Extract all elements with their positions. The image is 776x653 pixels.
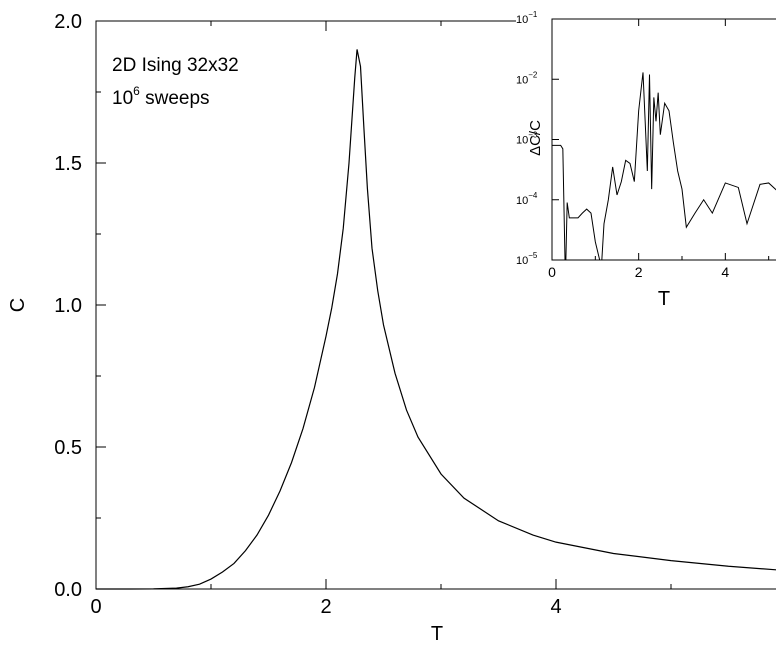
annotation-system: 2D Ising 32x32 [112,55,239,76]
main-y-tick-label: 0.0 [54,579,82,601]
inset-series-line [552,72,776,261]
annotation-sweeps: 106 sweeps [112,84,210,109]
annotation-sweeps-base: 10 [112,88,133,109]
inset-x-tick-label: 0 [548,264,556,280]
inset-y-tick-label-exponent: −2 [528,70,538,79]
inset-y-tick-label-exponent: −3 [528,131,538,140]
main-tick-labels: 0 2 4 6 0.0 0.5 1.0 1.5 2.0 [54,11,561,618]
inset-y-tick-label-base: 10 [516,135,528,147]
inset-y-tick-label: 10−2 [516,70,538,86]
inset-x-tick-label: 2 [635,264,643,280]
main-x-tick-label: 4 [550,596,561,618]
inset-y-tick-label-base: 10 [516,14,528,26]
main-y-axis-label: C [7,298,29,312]
main-x-tick-label: 0 [90,596,101,618]
inset-y-tick-label-base: 10 [516,74,528,86]
main-x-axis-label: T [431,623,443,645]
inset-x-tick-label: 4 [721,264,729,280]
inset-y-tick-label-exponent: −1 [528,10,538,19]
inset-y-axis-label: ΔC/C [527,120,544,156]
inset-tick-labels: 024610−510−410−310−210−1 [516,10,729,280]
annotation-sweeps-text: sweeps [140,88,210,109]
inset-y-tick-label-base: 10 [516,195,528,207]
main-y-tick-label: 1.0 [54,295,82,317]
inset-y-tick-label: 10−1 [516,10,538,26]
main-y-tick-label: 0.5 [54,437,82,459]
inset-background [516,0,776,318]
inset-y-tick-label-exponent: −4 [528,191,538,200]
inset-y-tick-label-base: 10 [516,255,528,267]
main-x-tick-label: 2 [320,596,331,618]
main-y-tick-label: 2.0 [54,11,82,33]
inset-y-tick-label: 10−5 [516,251,538,267]
inset-y-tick-label: 10−3 [516,131,538,147]
main-y-tick-label: 1.5 [54,153,82,175]
inset-ticks [551,18,770,261]
inset-y-tick-label-exponent: −5 [528,251,538,260]
inset-x-axis-label: T [658,288,670,310]
inset-y-tick-label: 10−4 [516,191,538,207]
main-series-line [96,49,776,590]
annotation-sweeps-exponent: 6 [133,84,140,98]
